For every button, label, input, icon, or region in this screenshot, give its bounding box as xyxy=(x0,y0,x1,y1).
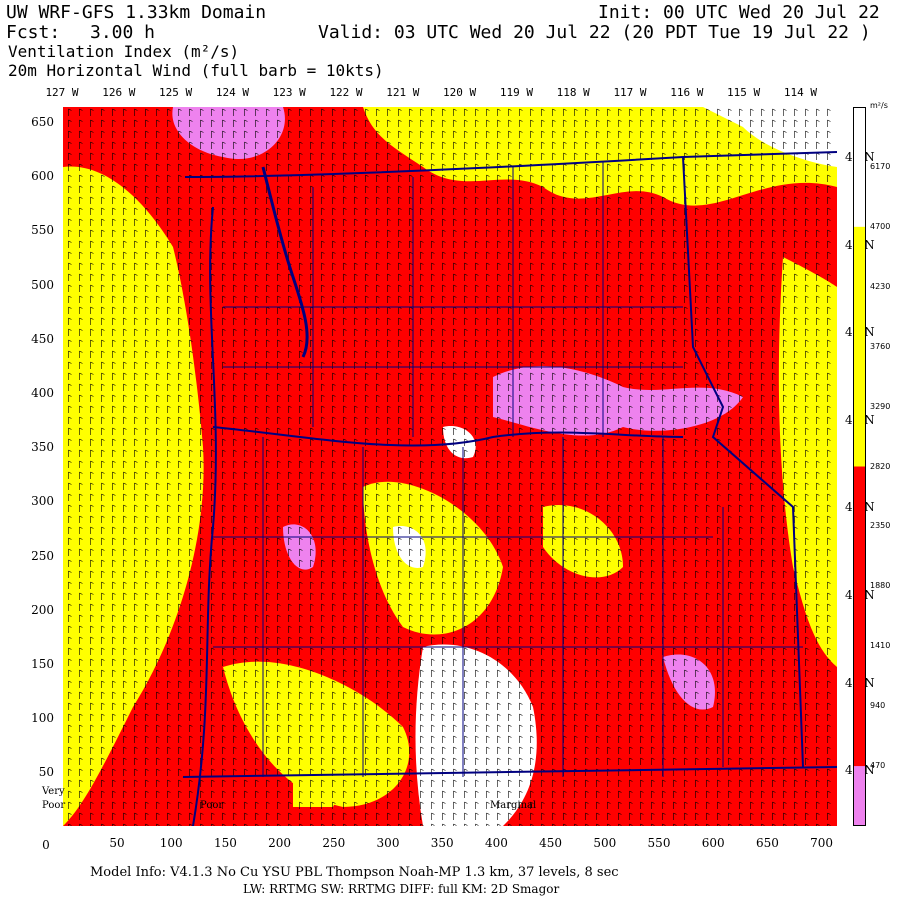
ventilation-index-map[interactable] xyxy=(63,107,837,826)
colorbar-swatch xyxy=(853,766,866,826)
y-tick-label: 500 xyxy=(31,277,54,292)
physics-info: LW: RRTMG SW: RRTMG DIFF: full KM: 2D Sm… xyxy=(243,882,560,896)
y-tick-label: 400 xyxy=(31,386,54,400)
county-borders xyxy=(213,162,803,777)
coastline xyxy=(192,206,217,826)
x-tick-label: 500 xyxy=(593,836,617,850)
x-tick-label: 450 xyxy=(539,836,563,850)
colorbar-swatch xyxy=(853,406,866,467)
y-tick-label: 550 xyxy=(31,223,54,238)
colorbar-label: 470 xyxy=(870,761,886,771)
colorbar-label: 2820 xyxy=(870,461,891,471)
y-tick-label: 350 xyxy=(31,440,54,455)
colorbar-swatch xyxy=(853,706,866,767)
x-tick-label: 300 xyxy=(376,836,400,850)
init-time: Init: 00 UTC Wed 20 Jul 22 xyxy=(598,2,880,23)
colorbar xyxy=(853,107,866,826)
x-tick-label: 600 xyxy=(701,836,725,850)
marginal-label: Marginal xyxy=(490,800,537,811)
x-tick-label: 650 xyxy=(755,836,779,850)
forecast-hour: 3.00 h xyxy=(90,22,156,43)
y-tick-label: 150 xyxy=(31,657,54,671)
y-tick-label: 200 xyxy=(31,602,54,617)
longitude-label: 115 W xyxy=(727,86,761,99)
model-info: Model Info: V4.1.3 No Cu YSU PBL Thompso… xyxy=(90,865,619,880)
longitude-label: 118 W xyxy=(556,86,590,99)
state-border-columbia xyxy=(212,426,684,447)
colorbar-swatch xyxy=(853,646,866,707)
x-tick-label: 200 xyxy=(268,836,292,850)
colorbar-label: 940 xyxy=(870,701,886,711)
colorbar-label: 2350 xyxy=(870,521,891,531)
field-name: Ventilation Index (m²/s) xyxy=(8,42,240,61)
longitude-label: 117 W xyxy=(613,86,647,99)
colorbar-swatch xyxy=(853,526,866,587)
colorbar-label: 3760 xyxy=(870,341,891,351)
colorbar-label: 1410 xyxy=(870,641,891,651)
very-label-line2: Poor xyxy=(42,800,66,811)
x-tick-label: 150 xyxy=(213,836,237,850)
x-tick-label: 50 xyxy=(109,836,125,850)
colorbar-label: 4700 xyxy=(870,221,891,231)
state-border-idaho xyxy=(682,156,804,768)
wind-field-name: 20m Horizontal Wind (full barb = 10kts) xyxy=(8,61,384,80)
longitude-label: 126 W xyxy=(102,86,136,99)
colorbar-border xyxy=(853,107,866,826)
x-tick-label: 350 xyxy=(430,836,454,850)
y-tick-label: 650 xyxy=(31,115,54,129)
colorbar-swatch xyxy=(853,226,866,288)
colorbar-swatch xyxy=(853,166,866,228)
x-tick-label: 700 xyxy=(810,836,834,850)
y-tick-label: 300 xyxy=(31,494,54,509)
colorbar-swatch xyxy=(853,107,866,168)
puget-sound xyxy=(261,166,309,358)
colorbar-swatch xyxy=(853,586,866,647)
longitude-label: 116 W xyxy=(670,86,704,99)
colorbar-label: 4230 xyxy=(870,281,891,291)
state-border-south xyxy=(182,766,837,778)
longitude-label: 124 W xyxy=(215,86,249,99)
y-tick-label: 250 xyxy=(31,548,54,563)
map-title: UW WRF-GFS 1.33km Domain xyxy=(6,2,267,23)
forecast-label: Fcst: xyxy=(6,22,61,43)
longitude-label: 123 W xyxy=(272,86,306,99)
colorbar-label: 1880 xyxy=(870,581,891,591)
longitude-label: 122 W xyxy=(329,86,363,99)
longitude-label: 119 W xyxy=(499,86,533,99)
wind-barbs xyxy=(63,107,837,826)
x-tick-label: 100 xyxy=(159,836,183,850)
longitude-label: 127 W xyxy=(45,86,79,99)
x-tick-label: 250 xyxy=(322,836,346,850)
colorbar-swatch xyxy=(853,346,866,408)
colorbar-label: 3290 xyxy=(870,401,891,411)
colorbar-swatch xyxy=(853,286,866,348)
y-tick-label: 50 xyxy=(38,765,54,780)
very-label-line1: Very xyxy=(42,786,65,797)
longitude-label: 121 W xyxy=(386,86,420,99)
x-tick-label: 550 xyxy=(647,836,671,850)
canada-border xyxy=(184,151,837,178)
y-tick-label: 450 xyxy=(31,331,54,346)
longitude-label: 120 W xyxy=(443,86,477,99)
longitude-label: 125 W xyxy=(159,86,193,99)
origin-label: 0 xyxy=(42,838,50,852)
colorbar-label: 6170 xyxy=(870,161,891,171)
y-tick-label: 600 xyxy=(31,169,54,184)
longitude-label: 114 W xyxy=(783,86,817,99)
valid-time: Valid: 03 UTC Wed 20 Jul 22 (20 PDT Tue … xyxy=(318,22,871,43)
y-tick-label: 100 xyxy=(31,711,54,726)
x-tick-label: 400 xyxy=(484,836,508,850)
poor-label: Poor xyxy=(200,800,224,811)
colorbar-swatch xyxy=(853,466,866,527)
colorbar-unit: m²/s xyxy=(870,101,888,110)
